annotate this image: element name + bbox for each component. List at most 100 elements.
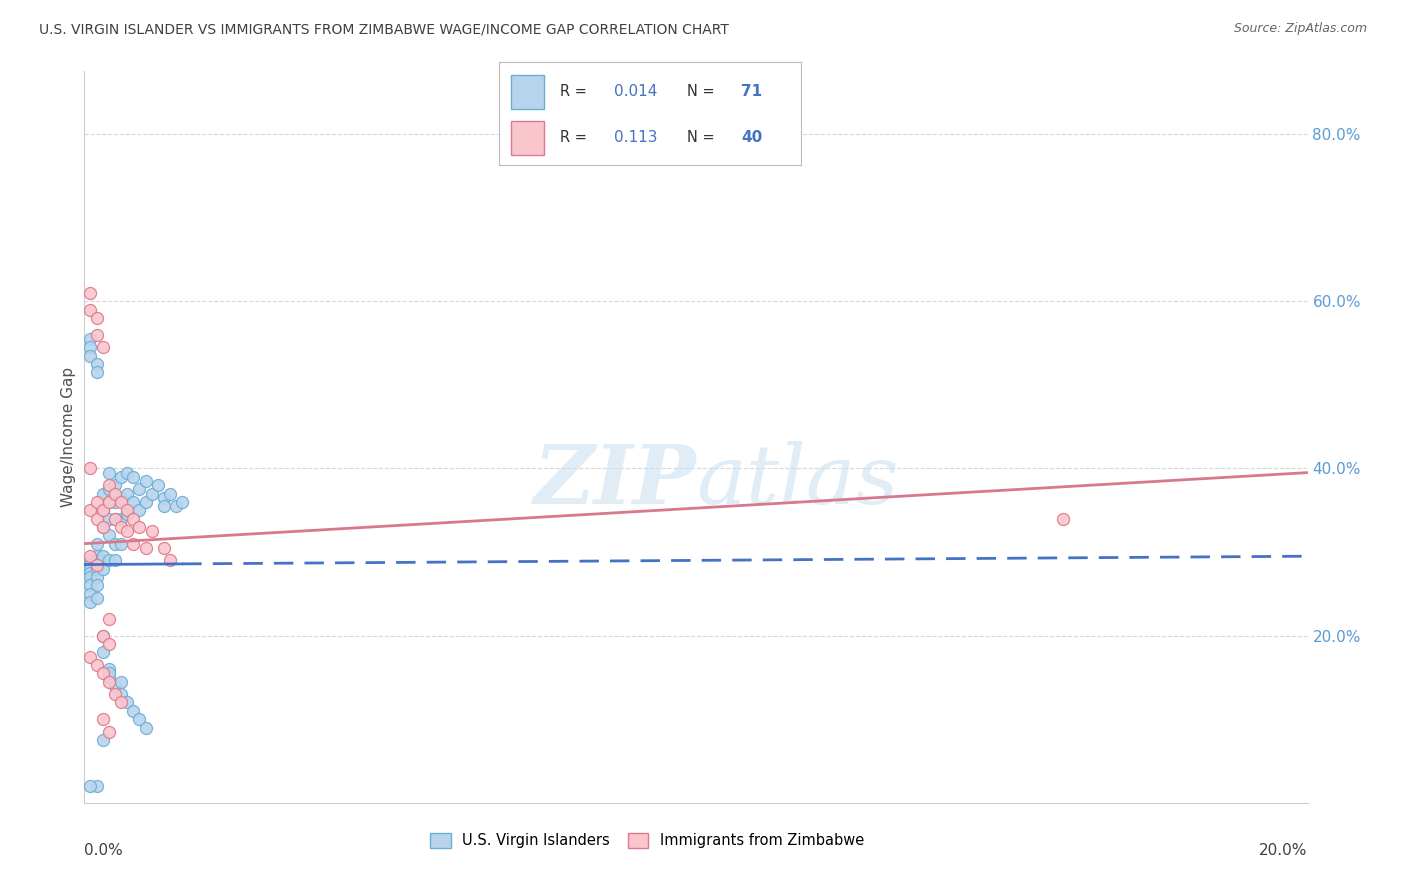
Point <box>79 285 101 300</box>
Point <box>79 570 101 584</box>
Point <box>97 495 120 509</box>
Point <box>104 511 127 525</box>
Point <box>128 503 150 517</box>
Point <box>86 310 108 325</box>
Point <box>104 478 127 492</box>
Point <box>104 495 127 509</box>
Legend: U.S. Virgin Islanders, Immigrants from Zimbabwe: U.S. Virgin Islanders, Immigrants from Z… <box>425 827 870 854</box>
Point <box>110 536 132 550</box>
Point <box>79 562 101 576</box>
Point <box>97 666 120 681</box>
Text: atlas: atlas <box>696 441 898 521</box>
Point <box>79 503 101 517</box>
Point <box>128 483 150 497</box>
Point <box>79 340 101 354</box>
Point <box>110 687 132 701</box>
Point <box>135 474 157 488</box>
Point <box>86 357 108 371</box>
Point <box>91 549 114 564</box>
Bar <box>512 75 544 109</box>
Point <box>97 612 120 626</box>
Point <box>97 637 120 651</box>
Text: U.S. VIRGIN ISLANDER VS IMMIGRANTS FROM ZIMBABWE WAGE/INCOME GAP CORRELATION CHA: U.S. VIRGIN ISLANDER VS IMMIGRANTS FROM … <box>39 22 730 37</box>
Point <box>86 591 108 605</box>
Point <box>146 478 169 492</box>
Point <box>86 511 108 525</box>
Point <box>86 779 108 793</box>
Point <box>115 486 138 500</box>
Point <box>79 566 101 580</box>
Point <box>110 520 132 534</box>
Point <box>128 520 150 534</box>
Point <box>110 696 132 710</box>
Point <box>97 670 120 684</box>
Point <box>91 645 114 659</box>
Point <box>79 349 101 363</box>
Point <box>86 562 108 576</box>
Point <box>97 483 120 497</box>
Point <box>104 511 127 525</box>
Point <box>79 302 101 317</box>
Point <box>104 679 127 693</box>
Point <box>128 712 150 726</box>
Point <box>110 511 132 525</box>
Point <box>115 696 138 710</box>
Point <box>86 365 108 379</box>
Point <box>86 327 108 342</box>
Point <box>91 733 114 747</box>
Text: 40: 40 <box>741 130 762 145</box>
Point <box>172 495 194 509</box>
Point <box>97 674 120 689</box>
Point <box>91 520 114 534</box>
Point <box>86 570 108 584</box>
Point <box>165 499 187 513</box>
Point <box>86 657 108 672</box>
Point <box>110 491 132 505</box>
Point <box>91 340 114 354</box>
Point <box>115 508 138 522</box>
Text: N =: N = <box>686 84 714 99</box>
Point <box>91 666 114 681</box>
Point <box>86 536 108 550</box>
Point <box>153 491 176 505</box>
Point <box>86 549 108 564</box>
Point <box>97 528 120 542</box>
Point <box>97 511 120 525</box>
Point <box>115 466 138 480</box>
Text: N =: N = <box>686 130 714 145</box>
Point <box>79 595 101 609</box>
Text: 20.0%: 20.0% <box>1260 843 1308 858</box>
Point <box>159 553 181 567</box>
Point <box>141 486 163 500</box>
Point <box>91 503 114 517</box>
Point <box>79 461 101 475</box>
Text: 0.014: 0.014 <box>614 84 658 99</box>
Point <box>122 495 145 509</box>
Point <box>115 524 138 538</box>
Point <box>91 629 114 643</box>
Point <box>86 495 108 509</box>
Text: R =: R = <box>560 84 586 99</box>
Point <box>97 724 120 739</box>
Text: 0.0%: 0.0% <box>84 843 124 858</box>
Point <box>91 520 114 534</box>
Point <box>86 578 108 592</box>
Point <box>115 503 138 517</box>
Point <box>97 553 120 567</box>
Point <box>91 562 114 576</box>
Text: ZIP: ZIP <box>533 441 696 521</box>
Point <box>122 536 145 550</box>
Point <box>110 495 132 509</box>
Point <box>135 721 157 735</box>
Point <box>122 511 145 525</box>
Point <box>104 536 127 550</box>
Point <box>79 578 101 592</box>
Point <box>97 495 120 509</box>
Text: 71: 71 <box>741 84 762 99</box>
Point <box>86 553 108 567</box>
Point <box>91 486 114 500</box>
Point <box>79 549 101 564</box>
Point <box>86 558 108 572</box>
Point <box>135 495 157 509</box>
Point <box>91 712 114 726</box>
